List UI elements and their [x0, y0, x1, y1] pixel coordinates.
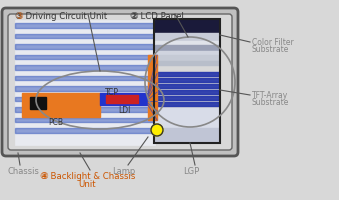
- FancyBboxPatch shape: [2, 8, 238, 156]
- Text: LDI: LDI: [118, 106, 131, 115]
- Bar: [15, 97, 155, 101]
- Bar: [155, 108, 219, 128]
- Text: ③: ③: [15, 12, 23, 21]
- Bar: [155, 96, 219, 99]
- Bar: [155, 33, 219, 40]
- Bar: [155, 102, 219, 106]
- Bar: [100, 93, 150, 105]
- Bar: [15, 128, 155, 132]
- Text: Lamp: Lamp: [112, 167, 135, 176]
- Bar: [155, 45, 219, 50]
- Bar: [15, 117, 155, 122]
- Text: LGP: LGP: [183, 167, 199, 176]
- Bar: [155, 40, 219, 45]
- Bar: [22, 93, 100, 117]
- Bar: [154, 19, 220, 143]
- Text: TCP: TCP: [105, 88, 119, 97]
- Bar: [155, 50, 219, 54]
- Bar: [155, 84, 219, 88]
- Text: PCB: PCB: [48, 118, 63, 127]
- Bar: [155, 20, 219, 32]
- Bar: [30, 97, 46, 109]
- Bar: [15, 75, 155, 80]
- Bar: [15, 65, 155, 70]
- Text: Unit: Unit: [78, 180, 96, 189]
- FancyBboxPatch shape: [8, 14, 232, 150]
- Text: ④ Backlight & Chassis: ④ Backlight & Chassis: [40, 172, 135, 181]
- Text: ④: ④: [40, 172, 48, 181]
- Text: Chassis: Chassis: [8, 167, 40, 176]
- Circle shape: [151, 124, 163, 136]
- Bar: [155, 72, 219, 75]
- Text: ③ Driving Circuit Unit: ③ Driving Circuit Unit: [15, 12, 107, 21]
- Bar: [106, 95, 138, 103]
- Bar: [15, 44, 155, 48]
- Text: Substrate: Substrate: [252, 98, 290, 107]
- Text: ②: ②: [130, 12, 138, 21]
- Bar: [155, 90, 219, 94]
- Bar: [15, 20, 155, 145]
- Text: ② LCD Panel: ② LCD Panel: [130, 12, 184, 21]
- Bar: [155, 128, 219, 142]
- Bar: [15, 33, 155, 38]
- Bar: [15, 23, 155, 27]
- Text: TFT-Array: TFT-Array: [252, 91, 288, 100]
- Bar: [155, 60, 219, 64]
- Text: Substrate: Substrate: [252, 45, 290, 54]
- Bar: [155, 55, 219, 60]
- Bar: [15, 54, 155, 59]
- Bar: [15, 86, 155, 90]
- Text: Color Filter: Color Filter: [252, 38, 294, 47]
- Bar: [148, 55, 157, 120]
- Bar: [155, 78, 219, 82]
- Bar: [15, 107, 155, 112]
